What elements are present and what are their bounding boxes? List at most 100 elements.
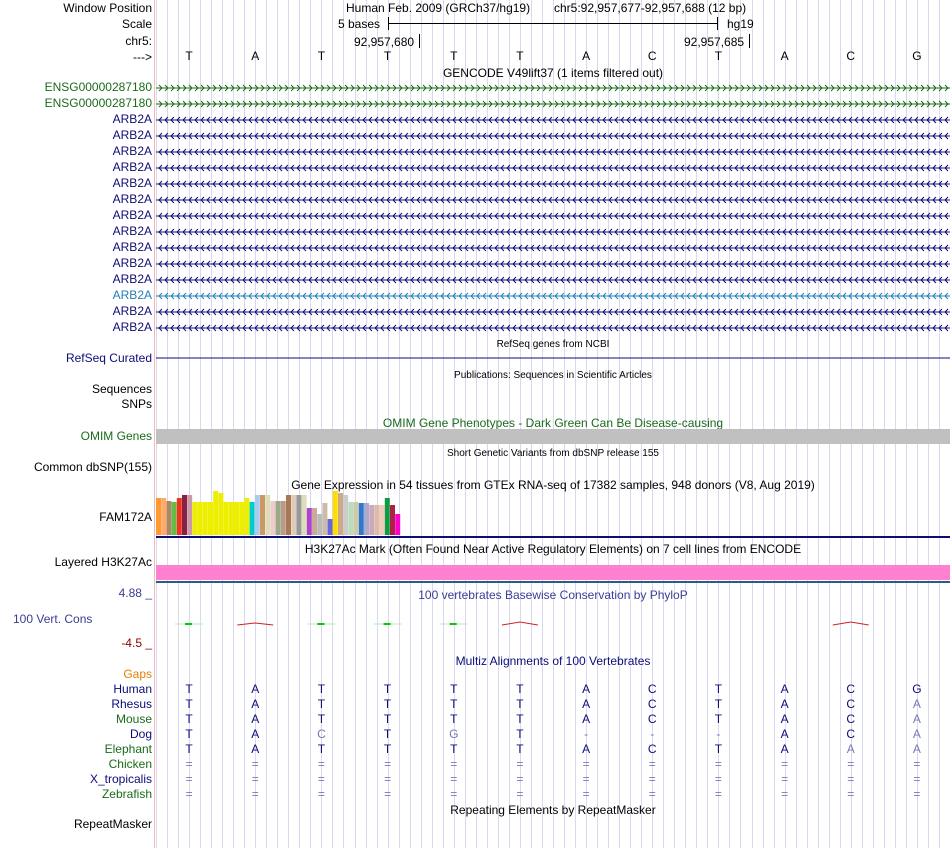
gridline [817, 0, 819, 848]
multiz-species-label[interactable]: Rhesus [111, 697, 152, 711]
gencode-item-label[interactable]: ARB2A [112, 288, 152, 302]
gridline [233, 0, 235, 848]
multiz-base: = [317, 787, 325, 801]
multiz-base: = [648, 787, 656, 801]
gridline [861, 0, 863, 848]
pubs-title[interactable]: Publications: Sequences in Scientific Ar… [454, 370, 652, 381]
gencode-item-label[interactable]: ARB2A [112, 224, 152, 238]
multiz-base: = [185, 772, 193, 786]
gencode-item-label[interactable]: ENSG00000287180 [44, 96, 152, 110]
gencode-item-label[interactable]: ARB2A [112, 304, 152, 318]
scale-bar-right-tick [717, 17, 718, 30]
h3k27ac-label[interactable]: Layered H3K27Ac [54, 555, 152, 569]
reference-base: G [912, 49, 922, 63]
gridline [200, 0, 202, 848]
multiz-base: T [516, 712, 524, 726]
gencode-item-label[interactable]: ARB2A [112, 112, 152, 126]
gtex-title[interactable]: Gene Expression in 54 tissues from GTEx … [291, 478, 815, 492]
refseq-title[interactable]: RefSeq genes from NCBI [496, 339, 610, 350]
multiz-base: = [516, 772, 524, 786]
gencode-item-label[interactable]: ARB2A [112, 192, 152, 206]
gridline [464, 0, 466, 848]
gencode-item-label[interactable]: ARB2A [112, 176, 152, 190]
omim-feature-bar[interactable] [156, 429, 950, 444]
gridline [806, 0, 808, 848]
multiz-species-label[interactable]: Zebrafish [101, 787, 152, 801]
gtex-gene-label[interactable]: FAM172A [99, 510, 152, 524]
gridline [156, 0, 157, 848]
gridline [553, 0, 554, 848]
gridline [718, 0, 720, 848]
gridline [762, 0, 764, 848]
multiz-species-label[interactable]: X_tropicalis [89, 772, 152, 786]
h3k27ac-title[interactable]: H3K27Ac Mark (Often Found Near Active Re… [304, 542, 802, 556]
gencode-item-label[interactable]: ARB2A [112, 240, 152, 254]
reference-base: C [647, 49, 657, 63]
phylop-title[interactable]: 100 vertebrates Basewise Conservation by… [418, 588, 688, 602]
gridline [387, 0, 389, 848]
multiz-gaps-label[interactable]: Gaps [123, 667, 152, 681]
reference-base: A [780, 49, 789, 63]
multiz-base: T [185, 712, 193, 726]
multiz-species-label[interactable]: Human [113, 682, 152, 696]
gtex-tissue-bar [187, 495, 193, 535]
multiz-base: G [449, 727, 459, 741]
gencode-item-label[interactable]: ARB2A [112, 160, 152, 174]
gridline [541, 0, 543, 848]
gridline [530, 0, 532, 848]
refseq-label[interactable]: RefSeq Curated [65, 351, 152, 365]
reference-base: T [516, 49, 524, 63]
omim-title[interactable]: OMIM Gene Phenotypes - Dark Green Can Be… [382, 416, 724, 430]
gencode-item-label[interactable]: ARB2A [112, 144, 152, 158]
gencode-item-label[interactable]: ARB2A [112, 256, 152, 270]
multiz-title[interactable]: Multiz Alignments of 100 Vertebrates [455, 654, 651, 668]
multiz-species-label[interactable]: Elephant [104, 742, 152, 756]
gridline [189, 0, 191, 848]
gencode-item-label[interactable]: ARB2A [112, 208, 152, 222]
multiz-species-label[interactable]: Mouse [115, 712, 152, 726]
gridline [222, 0, 224, 848]
gtex-tissue-bar [265, 495, 271, 535]
gridline [431, 0, 433, 848]
gencode-item-label[interactable]: ARB2A [112, 128, 152, 142]
gridline [883, 0, 885, 848]
dbsnp-title[interactable]: Short Genetic Variants from dbSNP releas… [447, 448, 659, 459]
gencode-item-label[interactable]: ARB2A [112, 272, 152, 286]
multiz-base: = [913, 757, 921, 771]
multiz-base: A [582, 682, 591, 696]
multiz-base: G [912, 682, 922, 696]
gtex-tissue-bar [353, 502, 359, 535]
pubs-sequences-label[interactable]: Sequences [91, 382, 152, 396]
gridline [729, 0, 731, 848]
omim-label[interactable]: OMIM Genes [80, 429, 152, 443]
gridline [486, 0, 488, 848]
multiz-species-label[interactable]: Chicken [108, 757, 152, 771]
rmsk-title[interactable]: Repeating Elements by RepeatMasker [450, 803, 656, 817]
dbsnp-label[interactable]: Common dbSNP(155) [33, 460, 152, 474]
gtex-tissue-bar [270, 501, 276, 535]
multiz-base: = [251, 787, 259, 801]
gencode-strand-chevrons [158, 196, 949, 204]
multiz-base: T [185, 727, 193, 741]
gtex-tissue-bar [192, 502, 198, 535]
multiz-base: = [648, 772, 656, 786]
multiz-base: = [847, 787, 855, 801]
gridline [288, 0, 290, 848]
rmsk-label[interactable]: RepeatMasker [73, 817, 152, 831]
multiz-base: A [251, 697, 260, 711]
gencode-strand-chevrons [158, 100, 949, 108]
gencode-item-label[interactable]: ENSG00000287180 [44, 80, 152, 94]
multiz-species-label[interactable]: Dog [129, 727, 152, 741]
phylop-label[interactable]: 100 Vert. Cons [13, 612, 93, 626]
multiz-base: C [846, 697, 856, 711]
gencode-item-label[interactable]: ARB2A [112, 320, 152, 334]
gtex-tissue-bar [374, 505, 380, 535]
gtex-tissue-bar [197, 502, 203, 535]
gridline [255, 0, 257, 848]
gridline [828, 0, 830, 848]
reference-base: T [714, 49, 723, 63]
pubs-snps-label[interactable]: SNPs [121, 397, 152, 411]
gtex-tissue-bar [306, 508, 312, 535]
gencode-title[interactable]: GENCODE V49lift37 (1 items filtered out) [442, 66, 664, 80]
